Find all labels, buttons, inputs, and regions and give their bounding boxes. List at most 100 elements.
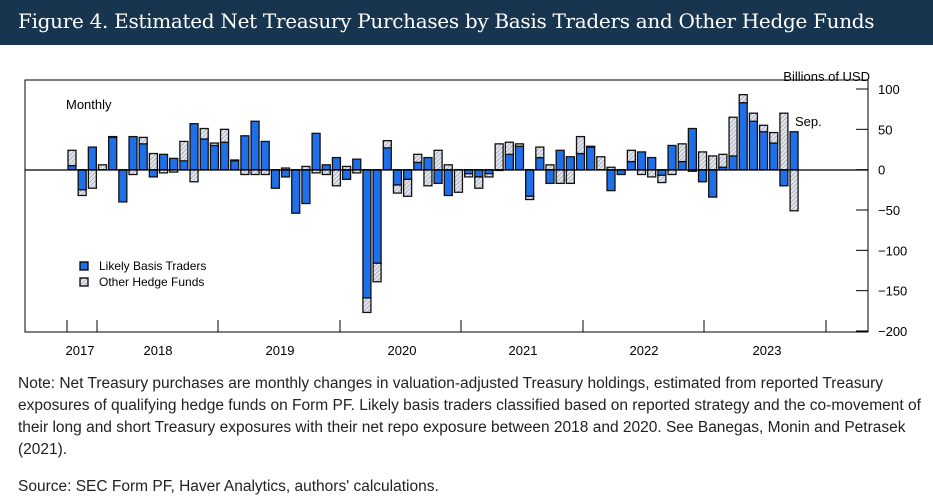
bar-other-hedge-funds [565, 169, 575, 185]
bar-other-hedge-funds [748, 112, 759, 122]
bar-likely-basis-traders [372, 169, 382, 264]
bar-likely-basis-traders [779, 169, 789, 187]
y-axis-label: Billions of USD [783, 69, 870, 84]
bar-likely-basis-traders [179, 160, 189, 171]
figure-source: Source: SEC Form PF, Haver Analytics, au… [18, 478, 439, 495]
bar-likely-basis-traders [260, 140, 270, 171]
bar-other-hedge-funds [504, 141, 514, 155]
x-tick-label: 2020 [388, 343, 417, 358]
x-tick-label: 2021 [509, 343, 538, 358]
bar-other-hedge-funds [789, 169, 799, 212]
bar-likely-basis-traders [555, 149, 565, 171]
y-tick-label: 0 [878, 163, 885, 178]
y-tick-label: 50 [878, 122, 892, 137]
bar-other-hedge-funds [697, 151, 708, 171]
bar-likely-basis-traders [789, 131, 799, 171]
bar-likely-basis-traders [443, 169, 453, 197]
frequency-label: Monthly [66, 97, 112, 112]
bar-likely-basis-traders [311, 132, 321, 171]
bar-other-hedge-funds [535, 146, 545, 159]
plot-frame [24, 79, 869, 333]
y-tick-label: −100 [878, 243, 907, 258]
bar-likely-basis-traders [128, 135, 138, 171]
bar-other-hedge-funds [97, 164, 108, 171]
bar-other-hedge-funds [555, 169, 565, 185]
bar-likely-basis-traders [677, 160, 687, 171]
bar-other-hedge-funds [372, 262, 382, 283]
bar-likely-basis-traders [647, 156, 657, 171]
bar-other-hedge-funds [586, 145, 596, 148]
bar-likely-basis-traders [189, 123, 199, 171]
bar-other-hedge-funds [758, 124, 769, 133]
bar-likely-basis-traders [474, 169, 484, 178]
bar-likely-basis-traders [748, 120, 759, 171]
bar-other-hedge-funds [647, 169, 657, 178]
bar-likely-basis-traders [148, 169, 159, 178]
y-tick-label: −50 [878, 203, 900, 218]
bar-likely-basis-traders [413, 161, 423, 171]
bar-likely-basis-traders [118, 169, 128, 203]
bar-other-hedge-funds [606, 166, 616, 171]
bar-chart: 100 50 0 −50 −100 −150 −200 2017 2018 2019 2020 202… [24, 69, 907, 358]
bar-other-hedge-funds [718, 153, 728, 168]
bar-other-hedge-funds [596, 156, 606, 171]
bar-other-hedge-funds [545, 164, 555, 171]
bar-likely-basis-traders [738, 102, 748, 171]
bar-likely-basis-traders [423, 156, 433, 171]
bar-likely-basis-traders [586, 146, 596, 171]
bar-other-hedge-funds [443, 164, 453, 171]
bar-likely-basis-traders [504, 153, 514, 171]
bar-likely-basis-traders [697, 169, 708, 183]
bar-other-hedge-funds [474, 176, 484, 189]
bar-likely-basis-traders [565, 156, 575, 171]
bar-likely-basis-traders [240, 135, 250, 171]
bar-other-hedge-funds [87, 169, 97, 189]
bar-other-hedge-funds [382, 139, 392, 149]
bar-likely-basis-traders [525, 169, 535, 197]
bar-other-hedge-funds [331, 169, 342, 187]
legend-swatch-basis [79, 261, 89, 271]
bar-likely-basis-traders [514, 145, 525, 171]
bar-likely-basis-traders [626, 160, 636, 171]
bar-likely-basis-traders [402, 169, 413, 180]
legend-label-basis: Likely Basis Traders [99, 259, 206, 273]
bar-likely-basis-traders [270, 169, 281, 189]
bar-likely-basis-traders [575, 152, 586, 171]
bar-other-hedge-funds [230, 159, 240, 162]
bar-other-hedge-funds [494, 143, 504, 171]
bar-likely-basis-traders [77, 169, 87, 191]
figure-note: Note: Net Treasury purchases are monthly… [18, 375, 921, 458]
bar-other-hedge-funds [484, 173, 494, 178]
bar-other-hedge-funds [148, 152, 159, 171]
x-tick-label: 2019 [266, 343, 295, 358]
bar-likely-basis-traders [769, 142, 779, 171]
bar-likely-basis-traders [606, 169, 616, 192]
bar-other-hedge-funds [362, 297, 372, 314]
bar-likely-basis-traders [280, 169, 291, 178]
y-tick-label: 100 [878, 82, 900, 97]
bar-likely-basis-traders [331, 156, 342, 171]
bar-other-hedge-funds [179, 140, 189, 162]
bar-likely-basis-traders [158, 153, 169, 171]
legend: Likely Basis Traders Other Hedge Funds [79, 259, 206, 289]
bar-likely-basis-traders [433, 169, 443, 185]
bar-other-hedge-funds [525, 195, 535, 201]
bar-likely-basis-traders [169, 157, 179, 171]
bar-other-hedge-funds [341, 165, 352, 171]
bar-other-hedge-funds [67, 149, 77, 167]
bar-likely-basis-traders [758, 131, 769, 171]
x-tick-label: 2018 [144, 343, 173, 358]
bar-other-hedge-funds [738, 93, 748, 104]
bar-likely-basis-traders [392, 169, 403, 186]
bar-other-hedge-funds [453, 169, 464, 193]
bar-likely-basis-traders [708, 169, 718, 198]
figure-header: Figure 4. Estimated Net Treasury Purchas… [0, 0, 933, 45]
bar-other-hedge-funds [77, 189, 87, 197]
legend-label-other: Other Hedge Funds [99, 275, 204, 289]
bar-other-hedge-funds [423, 169, 433, 187]
bar-likely-basis-traders [230, 160, 240, 171]
bar-other-hedge-funds [677, 143, 687, 163]
bar-other-hedge-funds [392, 184, 403, 194]
bar-other-hedge-funds [463, 173, 474, 178]
bar-other-hedge-funds [728, 116, 738, 157]
